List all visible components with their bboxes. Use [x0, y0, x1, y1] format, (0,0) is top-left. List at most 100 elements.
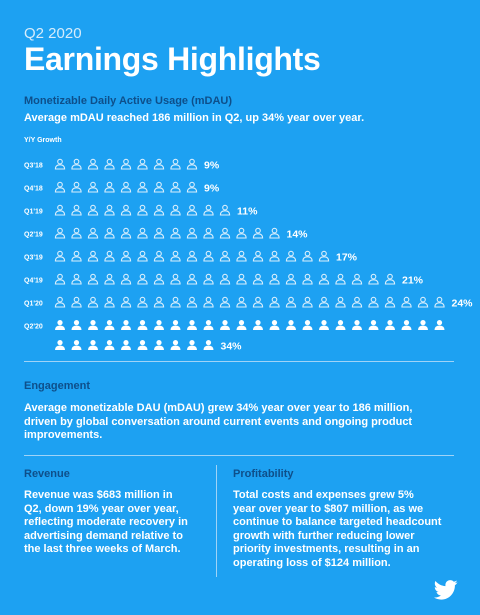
person-icon	[87, 181, 99, 193]
person-icon	[219, 204, 231, 216]
text-line: Q2, down 19% year over year,	[24, 502, 179, 515]
person-icon	[104, 273, 115, 285]
person-icon	[54, 250, 66, 262]
person-icon	[236, 250, 247, 262]
person-icon	[54, 296, 66, 308]
engagement-heading: Engagement	[24, 380, 91, 392]
person-icon	[219, 250, 231, 262]
revenue-text: Revenue was $683 million in Q2, down 19%…	[24, 489, 188, 557]
person-icon	[220, 320, 230, 330]
person-icon	[170, 320, 181, 330]
person-icon	[87, 250, 99, 262]
text-line: priority investments, resulting in an	[233, 543, 420, 555]
text-line: growth with further reducing lower	[233, 529, 415, 542]
person-icon	[318, 273, 330, 285]
person-icon	[120, 296, 132, 308]
person-icon	[153, 158, 165, 170]
text-line: Average monetizable DAU (mDAU) grew 34% …	[24, 402, 413, 414]
person-icon	[203, 320, 214, 330]
chart-row: Q1'20 24%	[24, 296, 474, 310]
text-line: driven by global conversation around cur…	[24, 415, 413, 428]
person-icon	[368, 273, 379, 285]
person-icon	[120, 273, 132, 285]
person-icon	[434, 320, 445, 330]
person-icon	[318, 250, 330, 262]
revenue-heading: Revenue	[24, 468, 70, 480]
category-label: Q1'20	[24, 301, 43, 308]
person-icon	[236, 273, 247, 285]
person-icon	[54, 181, 66, 193]
person-icon	[401, 320, 412, 330]
person-icon	[434, 296, 445, 308]
value-label: 17%	[336, 252, 358, 264]
person-icon	[54, 227, 66, 239]
person-icon	[236, 320, 247, 330]
person-icon	[87, 273, 99, 285]
person-icon	[186, 204, 198, 216]
chart-row: Q1'19 11%	[24, 204, 258, 218]
person-icon	[302, 296, 313, 308]
person-icon	[417, 296, 429, 308]
profitability-text: Total costs and expenses grew 5% year ov…	[233, 489, 441, 570]
person-icon	[335, 320, 346, 330]
report-period: Q2 2020	[24, 25, 82, 42]
person-icon	[302, 250, 313, 262]
value-label: 24%	[452, 298, 474, 310]
person-icon	[286, 320, 296, 330]
person-icon	[88, 320, 98, 330]
person-icon	[252, 250, 264, 262]
person-icon	[154, 320, 164, 330]
person-icon	[319, 320, 329, 330]
person-icon	[120, 204, 132, 216]
text-line: Total costs and expenses grew 5%	[233, 489, 414, 501]
person-icon	[186, 227, 198, 239]
person-icon	[71, 204, 82, 216]
person-icon	[104, 296, 115, 308]
value-label: 9%	[204, 183, 220, 195]
person-icon	[170, 273, 181, 285]
person-icon	[252, 296, 264, 308]
mdau-heading: Monetizable Daily Active Usage (mDAU)	[24, 95, 233, 107]
person-icon	[384, 273, 396, 285]
person-icon	[285, 273, 297, 285]
category-label: Q2'20	[24, 324, 43, 331]
person-icon	[186, 158, 198, 170]
person-icon	[318, 296, 330, 308]
value-label: 34%	[221, 341, 243, 353]
text-line: the last three weeks of March.	[24, 543, 181, 555]
divider	[24, 361, 454, 362]
page-title: Earnings Highlights	[24, 41, 321, 77]
person-icon	[302, 320, 313, 330]
person-icon	[186, 296, 198, 308]
engagement-text: Average monetizable DAU (mDAU) grew 34% …	[24, 402, 412, 443]
person-icon	[55, 340, 65, 350]
person-icon	[269, 227, 280, 239]
divider	[24, 455, 454, 456]
text-line: continue to balance targeted headcount	[233, 516, 442, 528]
person-icon	[418, 320, 428, 330]
chart-row: Q2'19 14%	[24, 227, 308, 241]
value-label: 9%	[204, 160, 220, 172]
person-icon	[137, 227, 148, 239]
person-icon	[54, 273, 66, 285]
person-icon	[137, 181, 148, 193]
profitability-heading: Profitability	[233, 468, 294, 480]
person-icon	[87, 227, 99, 239]
person-icon	[87, 296, 99, 308]
person-icon	[137, 296, 148, 308]
person-icon	[351, 296, 363, 308]
person-icon	[186, 250, 198, 262]
person-icon	[170, 296, 181, 308]
person-icon	[137, 158, 148, 170]
person-icon	[153, 273, 165, 285]
person-icon	[170, 340, 181, 350]
person-icon	[104, 250, 115, 262]
text-line: operating loss of $124 million.	[233, 556, 391, 569]
person-icon	[71, 273, 82, 285]
person-icon	[154, 340, 164, 350]
person-icon	[120, 181, 132, 193]
person-icon	[71, 250, 82, 262]
person-icon	[187, 340, 197, 350]
person-icon	[120, 158, 132, 170]
value-label: 11%	[237, 206, 258, 218]
